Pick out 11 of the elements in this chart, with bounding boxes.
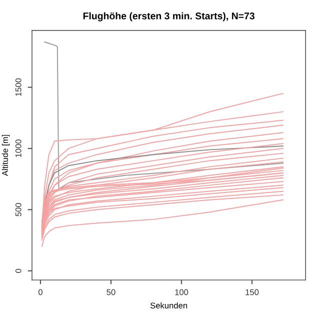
y-tick-label: 500 bbox=[15, 203, 22, 216]
y-axis-title: Altitude [m] bbox=[2, 134, 10, 176]
x-tick-label: 150 bbox=[246, 289, 259, 296]
x-tick-label: 100 bbox=[175, 289, 188, 296]
y-tick-label: 0 bbox=[15, 268, 22, 273]
x-tick-label: 50 bbox=[106, 289, 116, 296]
x-axis-title: Sekunden bbox=[150, 302, 188, 308]
chart-title: Flughöhe (ersten 3 min. Starts), N=73 bbox=[83, 12, 254, 22]
y-tick-label: 1500 bbox=[15, 78, 22, 96]
y-tick-label: 1000 bbox=[15, 140, 22, 158]
x-tick-label: 0 bbox=[38, 289, 42, 296]
